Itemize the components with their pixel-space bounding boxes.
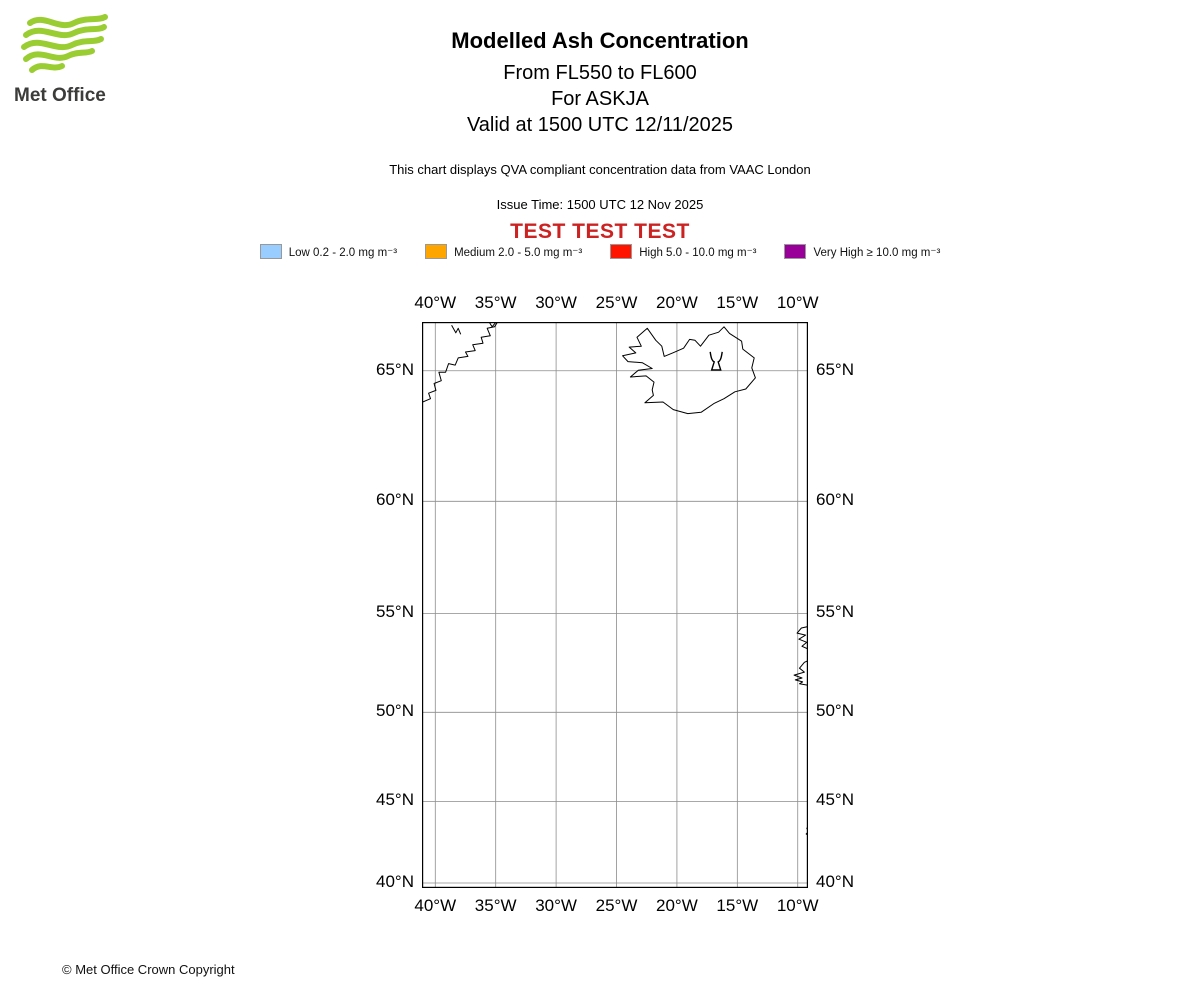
legend-swatch-low xyxy=(259,244,282,259)
lat-label-left: 40°N xyxy=(376,871,414,891)
coastline-greenland xyxy=(422,322,499,403)
met-office-waves-icon xyxy=(21,14,108,73)
legend-swatch-very-high xyxy=(784,244,807,259)
lon-label-top: 40°W xyxy=(414,293,457,312)
lon-label-bottom: 30°W xyxy=(535,896,577,915)
lat-label-right: 50°N xyxy=(816,701,854,721)
lat-label-right: 40°N xyxy=(816,871,854,891)
lon-label-bottom: 10°W xyxy=(776,896,819,915)
ash-concentration-map xyxy=(422,322,808,888)
lon-label-top: 30°W xyxy=(535,293,577,312)
map-border xyxy=(422,322,808,888)
lat-label-right: 55°N xyxy=(816,602,854,622)
lon-label-top: 35°W xyxy=(474,293,517,312)
legend-label-low: Low 0.2 - 2.0 mg m⁻³ xyxy=(288,246,398,259)
copyright: © Met Office Crown Copyright xyxy=(62,962,235,977)
test-banner: TEST TEST TEST xyxy=(510,220,690,243)
lat-label-left: 45°N xyxy=(376,790,414,810)
lat-label-left: 65°N xyxy=(376,359,414,379)
met-office-logo: Met Office xyxy=(14,14,134,107)
grid-lines xyxy=(422,322,808,888)
lon-label-top: 20°W xyxy=(656,293,698,312)
legend-item-low: Low 0.2 - 2.0 mg m⁻³ xyxy=(259,244,398,259)
lon-label-bottom: 25°W xyxy=(595,896,638,915)
legend-item-very-high: Very High ≥ 10.0 mg m⁻³ xyxy=(784,244,940,259)
subtitle-flight-levels: From FL550 to FL600 xyxy=(503,62,697,84)
volcano-marker-icon xyxy=(709,351,723,371)
met-office-logo-text: Met Office xyxy=(14,85,106,106)
legend-label-very-high: Very High ≥ 10.0 mg m⁻³ xyxy=(813,246,941,259)
lat-label-left: 55°N xyxy=(376,602,414,622)
lat-label-right: 60°N xyxy=(816,490,854,510)
legend-label-medium: Medium 2.0 - 5.0 mg m⁻³ xyxy=(454,246,583,259)
subtitle-valid-time: Valid at 1500 UTC 12/11/2025 xyxy=(466,114,734,136)
lon-label-bottom: 40°W xyxy=(414,896,457,915)
legend-swatch-high xyxy=(610,244,633,259)
lon-label-bottom: 35°W xyxy=(474,896,517,915)
subtitle-volcano: For ASKJA xyxy=(551,88,649,110)
concentration-legend: Low 0.2 - 2.0 mg m⁻³ Medium 2.0 - 5.0 mg … xyxy=(0,244,1200,259)
chart-description: This chart displays QVA compliant concen… xyxy=(389,162,811,177)
coastlines xyxy=(422,322,808,836)
legend-swatch-medium xyxy=(425,244,448,259)
coastline-iceland xyxy=(622,326,756,415)
lon-label-top: 25°W xyxy=(595,293,638,312)
legend-label-high: High 5.0 - 10.0 mg m⁻³ xyxy=(639,246,757,259)
coastline-ireland xyxy=(793,626,808,686)
page-title: Modelled Ash Concentration xyxy=(451,28,749,53)
lon-label-top: 10°W xyxy=(776,293,819,312)
header: Modelled Ash Concentration From FL550 to… xyxy=(0,28,1200,244)
lat-label-left: 60°N xyxy=(376,490,414,510)
coastline-greenland-island xyxy=(451,325,462,335)
issue-time: Issue Time: 1500 UTC 12 Nov 2025 xyxy=(496,197,704,212)
lat-label-right: 65°N xyxy=(816,359,854,379)
lat-label-left: 50°N xyxy=(376,701,414,721)
lon-label-bottom: 20°W xyxy=(656,896,698,915)
legend-item-medium: Medium 2.0 - 5.0 mg m⁻³ xyxy=(425,244,582,259)
legend-item-high: High 5.0 - 10.0 mg m⁻³ xyxy=(610,244,756,259)
lat-label-right: 45°N xyxy=(816,790,854,810)
lon-label-bottom: 15°W xyxy=(716,896,759,915)
lon-label-top: 15°W xyxy=(716,293,759,312)
map-canvas xyxy=(422,322,808,888)
